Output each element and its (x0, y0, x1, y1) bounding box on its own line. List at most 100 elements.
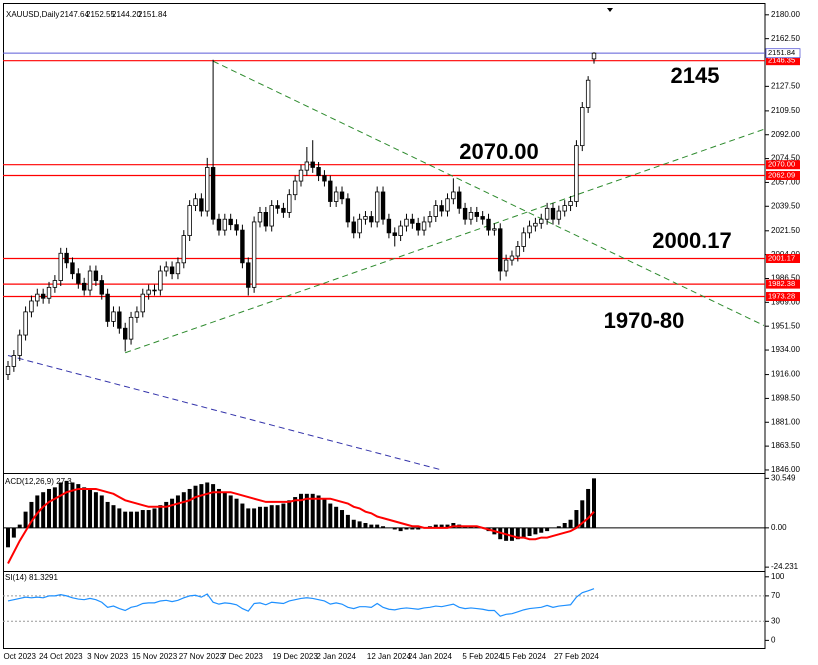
header-value: 2147.64 (60, 10, 89, 19)
candle-body (433, 205, 438, 217)
signal-line (7, 487, 595, 564)
candle-body (374, 191, 380, 223)
macd-bar (240, 503, 245, 528)
x-tick-label: 3 Nov 2023 (87, 652, 128, 661)
candle-body (369, 216, 374, 223)
candle-body (87, 270, 93, 291)
macd-bar (310, 493, 315, 528)
y-tick-label: 100 (771, 572, 785, 581)
macd-bar (304, 493, 309, 528)
candle-body (281, 207, 286, 213)
level-label-box (766, 292, 800, 302)
candle-body (64, 252, 69, 264)
candle-body (199, 198, 204, 212)
candle-body (246, 262, 251, 288)
macd-bar (334, 506, 339, 528)
candle-body (451, 191, 456, 200)
macd-bar (152, 508, 157, 528)
macd-bar (521, 527, 526, 538)
y-tick-label: 2021.50 (771, 226, 800, 235)
candle-body (457, 191, 462, 209)
y-tick-label: 1969.00 (771, 297, 800, 306)
candle-body (527, 225, 532, 234)
candle-body (58, 252, 63, 281)
candle-body (328, 180, 333, 202)
candle-body (421, 221, 427, 231)
macd-bar (363, 523, 368, 528)
macd-bar (293, 497, 298, 528)
macd-bar (88, 488, 93, 528)
candle-body (310, 161, 315, 168)
y-tick-label: 1986.50 (771, 274, 800, 283)
y-tick-label: 2092.00 (771, 130, 800, 139)
macd-bar (140, 510, 145, 528)
macd-bar (281, 503, 286, 528)
macd-bar (23, 511, 28, 528)
y-tick-label: 1916.00 (771, 370, 800, 379)
macd-bar (357, 521, 362, 528)
y-tick-label: 0 (771, 635, 776, 644)
annotation: 2145 (671, 63, 720, 88)
macd-bar (562, 523, 567, 528)
candle-body (404, 218, 409, 227)
macd-bar (216, 488, 221, 528)
macd-bar (375, 524, 380, 528)
candle-body (5, 365, 11, 375)
candle-body (187, 205, 192, 236)
candle-body (99, 280, 104, 295)
macd-bar (99, 495, 104, 528)
candle-body (304, 161, 310, 171)
macd-bar (134, 511, 139, 528)
annotation: 2000.17 (652, 228, 732, 253)
macd-bar (539, 527, 544, 533)
candle-body (164, 266, 169, 272)
macd-bar (199, 484, 204, 528)
candle-body (117, 311, 122, 329)
candle-body (392, 232, 397, 236)
level-label-box (766, 160, 800, 170)
header-value: 2144.20 (112, 10, 141, 19)
macd-bar (275, 505, 280, 528)
macd-bar (123, 511, 128, 528)
candle-body (158, 270, 163, 291)
x-tick-label: 5 Feb 2024 (462, 652, 503, 661)
y-tick-label: 1863.50 (771, 441, 800, 450)
level-label-box (766, 56, 800, 66)
y-tick-label: -24.231 (771, 562, 799, 571)
y-tick-label: 1881.00 (771, 417, 800, 426)
candle-body (503, 259, 509, 272)
candle-body (222, 218, 228, 231)
candle-body (550, 207, 556, 220)
macd-bar (111, 505, 116, 528)
x-tick-label: 27 Feb 2024 (554, 652, 599, 661)
candle-body (316, 167, 321, 177)
macd-bar (222, 492, 227, 528)
macd-bar (263, 506, 268, 528)
candle-body (462, 207, 468, 220)
candle-body (93, 270, 99, 281)
macd-bar (439, 524, 444, 528)
trendline (125, 128, 765, 354)
level-label: 1973.28 (768, 291, 795, 300)
candle-body (35, 293, 40, 302)
candle-body (591, 52, 597, 60)
macd-bar (369, 524, 374, 528)
macd-bar (146, 510, 151, 528)
macd-bar (164, 501, 169, 528)
macd-bar (205, 482, 210, 528)
macd-bar (392, 527, 397, 530)
candle-body (539, 218, 544, 224)
y-tick-label: 2109.50 (771, 106, 800, 115)
candle-body (468, 212, 474, 220)
y-tick-label: 30.549 (771, 473, 796, 482)
macd-bar (93, 492, 98, 528)
x-tick-label: 24 Jan 2024 (408, 652, 453, 661)
candle-body (380, 191, 386, 220)
macd-bar (158, 505, 163, 528)
y-tick-label: 1846.00 (771, 465, 800, 474)
macd-bar (70, 482, 75, 528)
macd-bar (193, 485, 198, 528)
y-tick-label: 1898.50 (771, 394, 800, 403)
